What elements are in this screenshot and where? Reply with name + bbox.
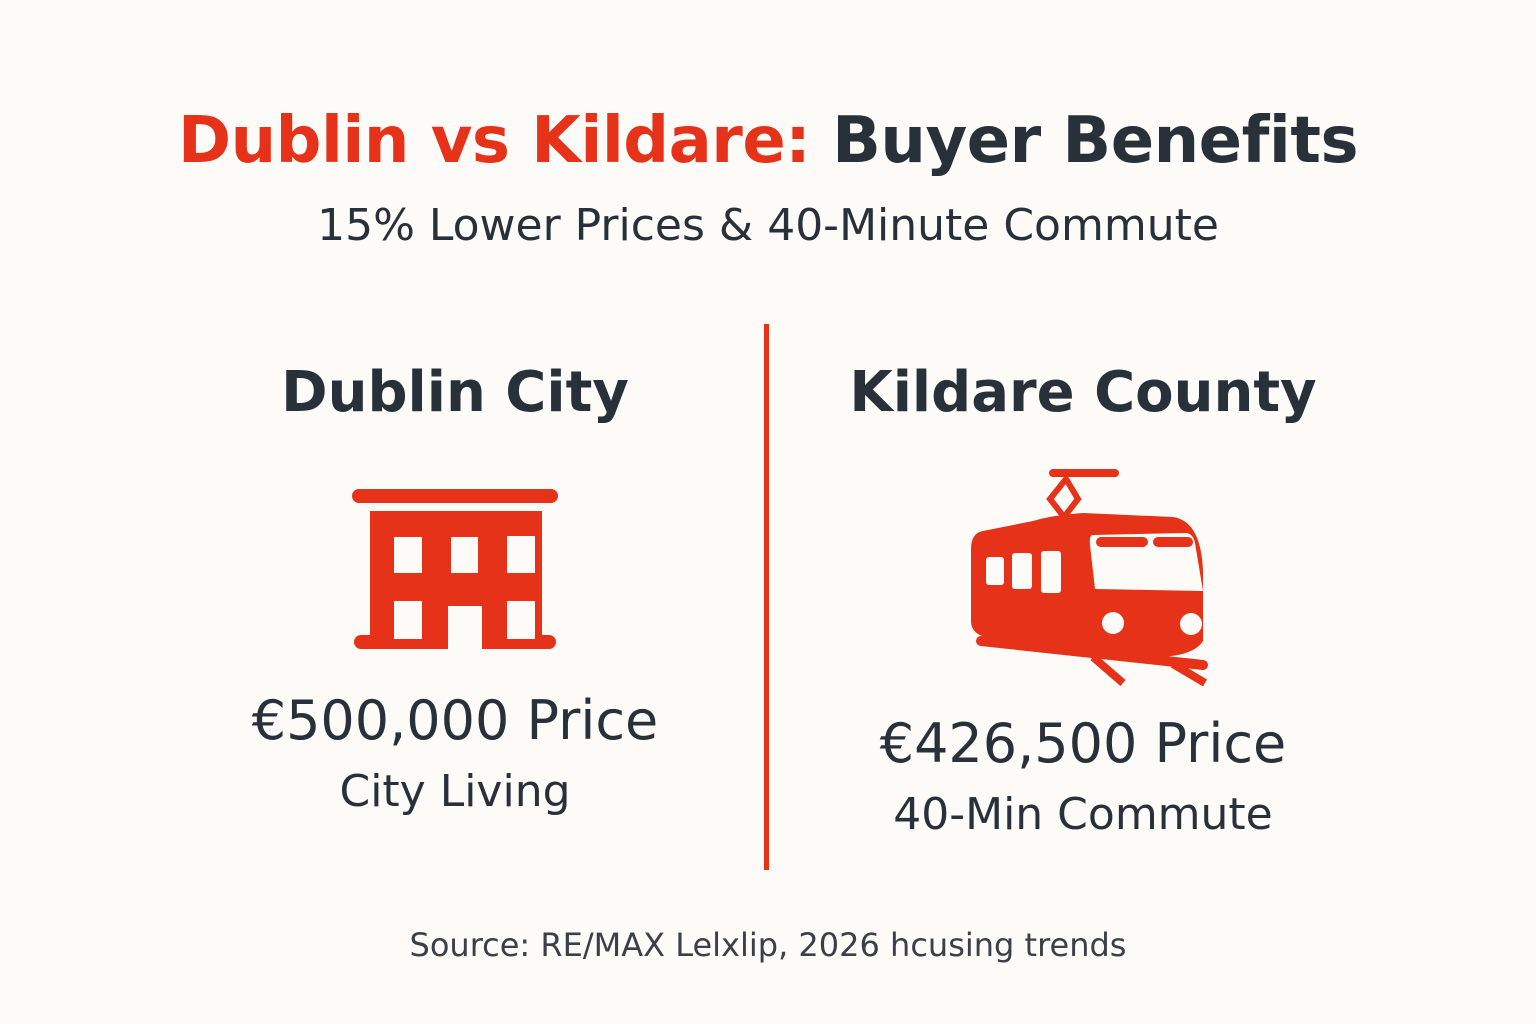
title-rest: Buyer Benefits: [810, 104, 1359, 178]
dublin-desc: City Living: [339, 766, 571, 817]
source-note: Source: RE/MAX Lelxlip, 2026 hcusing tre…: [409, 926, 1127, 964]
subtitle: 15% Lower Prices & 40-Minute Commute: [317, 200, 1219, 251]
kildare-desc: 40-Min Commute: [893, 789, 1273, 840]
train-icon: [971, 469, 1208, 686]
building-icon: [352, 489, 558, 651]
kildare-heading: Kildare County: [849, 360, 1317, 425]
kildare-column: Kildare County €426,500 Price 40-Min Com…: [733, 360, 1433, 840]
kildare-price: €426,500 Price: [879, 712, 1287, 775]
dublin-column: Dublin City €500,000 Price City Living: [105, 360, 805, 817]
dublin-heading: Dublin City: [281, 360, 629, 425]
column-divider: [764, 324, 769, 870]
page-title: Dublin vs Kildare: Buyer Benefits: [0, 104, 1536, 178]
dublin-price: €500,000 Price: [251, 689, 659, 752]
title-accent: Dublin vs Kildare:: [177, 104, 811, 178]
